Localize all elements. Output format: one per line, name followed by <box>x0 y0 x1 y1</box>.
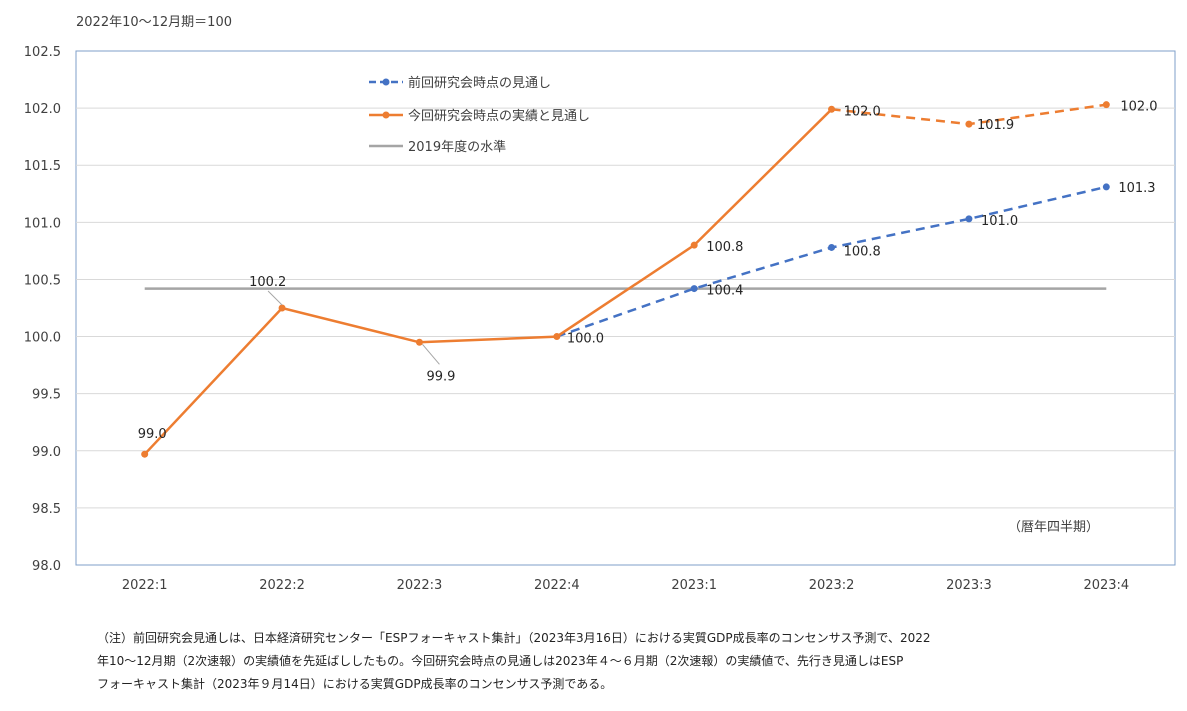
marker-current-1 <box>278 304 286 312</box>
data-label-current-5: 102.0 <box>844 104 881 119</box>
x-tick-2022-4: 2022:4 <box>534 578 580 593</box>
x-tick-2023-3: 2023:3 <box>946 578 992 593</box>
y-tick-98.0: 98.0 <box>32 559 61 574</box>
marker-current-4 <box>690 241 698 249</box>
x-tick-2023-4: 2023:4 <box>1083 578 1129 593</box>
period-label: （暦年四半期） <box>1008 520 1099 535</box>
footnote-line-3: フォーキャスト集計（2023年９月14日）における実質GDP成長率のコンセンサス… <box>97 677 613 691</box>
y-tick-101.0: 101.0 <box>24 216 61 231</box>
x-tick-2022-3: 2022:3 <box>397 578 443 593</box>
y-axis-tick-labels: 98.0 98.5 99.0 99.5 100.0 100.5 101.0 101.5 102.… <box>24 45 61 574</box>
marker-previous-7 <box>1102 183 1110 191</box>
data-label-current-6: 101.9 <box>977 118 1014 133</box>
data-label-previous-7: 101.3 <box>1118 181 1155 196</box>
data-label-previous-6: 101.0 <box>981 214 1018 229</box>
data-label-current-1: 100.2 <box>249 275 286 290</box>
leader-line-99-9 <box>422 343 440 365</box>
y-tick-102.5: 102.5 <box>24 45 61 60</box>
data-label-previous-5: 100.8 <box>844 244 881 259</box>
marker-previous-4 <box>690 285 698 293</box>
footnote-line-2: 年10〜12月期（2次速報）の実績値を先延ばししたもの。今回研究会時点の見通しは… <box>97 654 904 668</box>
y-tick-100.0: 100.0 <box>24 331 61 346</box>
data-label-current-3: 100.0 <box>567 332 604 347</box>
data-labels: 99.0 100.2 99.9 100.0 100.8 102.0 101.9 102.0 10… <box>138 100 1158 443</box>
data-label-current-4: 100.8 <box>706 240 743 255</box>
marker-previous-6 <box>965 215 973 223</box>
data-label-current-2: 99.9 <box>426 369 455 384</box>
y-tick-98.5: 98.5 <box>32 502 61 517</box>
data-label-current-0: 99.0 <box>138 427 167 442</box>
legend-marker-0 <box>382 78 390 86</box>
line-chart: 98.0 98.5 99.0 99.5 100.0 100.5 101.0 101.5 102.… <box>24 45 1176 593</box>
x-tick-2023-2: 2023:2 <box>809 578 855 593</box>
y-tick-100.5: 100.5 <box>24 273 61 288</box>
x-axis-tick-labels: 2022:1 2022:2 2022:3 2022:4 2023:1 2023:2 2023… <box>122 578 1129 593</box>
plot-area <box>75 50 1176 566</box>
leader-line-100-2 <box>267 290 283 306</box>
marker-current-7 <box>1102 101 1110 109</box>
footnote-line-1: （注）前回研究会見通しは、日本経済研究センター「ESPフォーキャスト集計」（20… <box>97 631 931 645</box>
x-tick-2022-1: 2022:1 <box>122 578 168 593</box>
y-tick-101.5: 101.5 <box>24 159 61 174</box>
marker-current-5 <box>828 105 836 113</box>
series-line-current-actual <box>143 108 833 456</box>
x-tick-2023-1: 2023:1 <box>671 578 717 593</box>
y-tick-99.5: 99.5 <box>32 388 61 403</box>
marker-current-3 <box>553 333 561 341</box>
x-tick-2022-2: 2022:2 <box>259 578 305 593</box>
series-lines <box>141 101 1110 458</box>
data-label-previous-4: 100.4 <box>706 284 743 299</box>
y-tick-102.0: 102.0 <box>24 102 61 117</box>
legend-label-1: 今回研究会時点の実績と見通し <box>408 108 590 124</box>
unit-label: 2022年10〜12月期＝100 <box>76 15 232 30</box>
y-tick-99.0: 99.0 <box>32 445 61 460</box>
marker-current-6 <box>965 120 973 128</box>
footnote: （注）前回研究会見通しは、日本経済研究センター「ESPフォーキャスト集計」（20… <box>97 627 1087 696</box>
gridlines <box>76 107 1175 509</box>
label-leader-lines <box>267 290 440 365</box>
marker-previous-5 <box>828 243 836 251</box>
legend-marker-1 <box>382 111 390 119</box>
legend-label-0: 前回研究会時点の見通し <box>408 75 551 91</box>
data-label-current-7: 102.0 <box>1120 100 1157 115</box>
marker-current-2 <box>415 338 423 346</box>
legend-label-2: 2019年度の水準 <box>408 139 506 155</box>
marker-current-0 <box>141 450 149 458</box>
